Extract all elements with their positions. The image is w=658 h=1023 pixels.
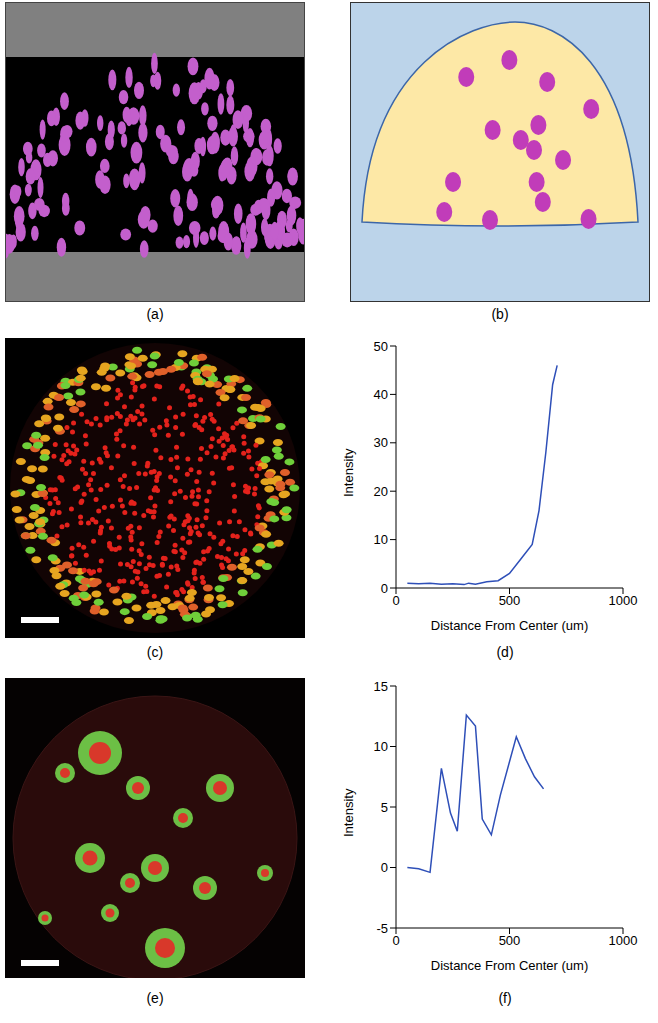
svg-text:0: 0 [392,593,399,608]
svg-text:5: 5 [381,800,388,815]
html-text:(d): (d) [496,644,514,660]
html-text:(b): (b) [491,306,509,322]
html-text:(c): (c) [146,644,164,660]
svg-text:0: 0 [392,933,399,948]
svg-text:-5: -5 [376,921,388,936]
svg-text:50: 50 [374,339,388,354]
svg-text:40: 40 [374,387,388,402]
svg-text:1000: 1000 [609,593,638,608]
svg-text:10: 10 [374,532,388,547]
svg-text:15: 15 [374,679,388,694]
svg-text:20: 20 [374,484,388,499]
svg-text:Intensity: Intensity [341,448,356,497]
svg-text:Distance From Center (um): Distance From Center (um) [431,958,588,973]
svg-text:500: 500 [499,593,521,608]
svg-text:0: 0 [381,581,388,596]
svg-text:500: 500 [499,933,521,948]
svg-text:Intensity: Intensity [341,788,356,837]
svg-text:30: 30 [374,435,388,450]
svg-text:Distance From Center (um): Distance From Center (um) [431,618,588,633]
svg-text:0: 0 [381,860,388,875]
svg-text:10: 10 [374,739,388,754]
html-text:(e): (e) [146,990,164,1006]
html-text:(a): (a) [146,306,164,322]
svg-text:1000: 1000 [609,933,638,948]
html-text:(f): (f) [498,990,512,1006]
